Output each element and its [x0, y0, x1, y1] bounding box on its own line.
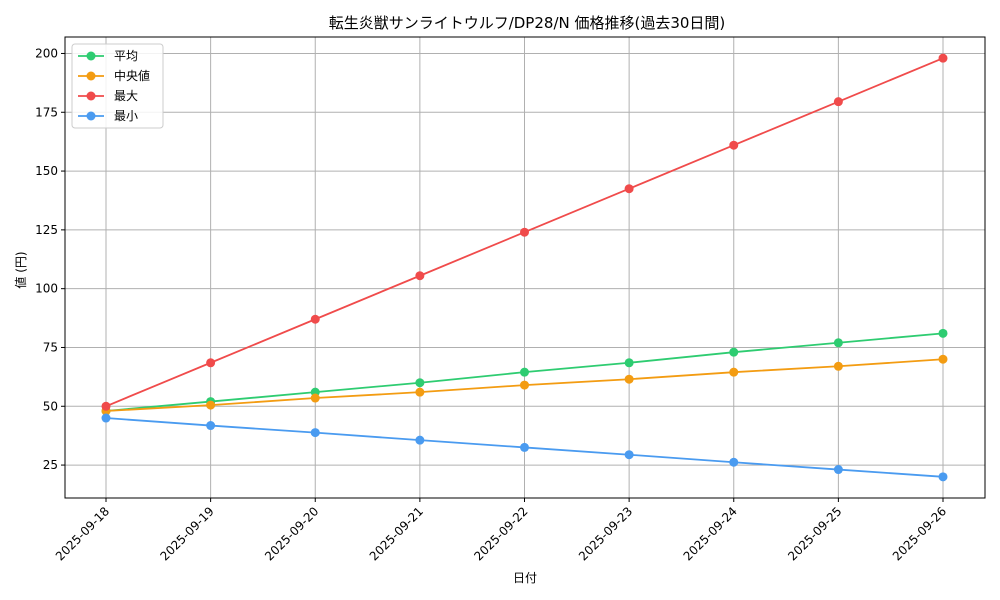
- legend-swatch-marker: [86, 51, 96, 61]
- x-tick-label: 2025-09-26: [890, 504, 949, 563]
- data-point: [938, 472, 948, 482]
- x-axis-ticks: 2025-09-18 2025-09-19 2025-09-20 2025-09-21…: [53, 498, 949, 563]
- data-point: [520, 227, 529, 237]
- data-point: [520, 442, 529, 452]
- y-tick-label: 200: [35, 46, 58, 60]
- data-point: [729, 140, 739, 150]
- data-point: [624, 358, 634, 368]
- y-tick-label: 75: [43, 340, 58, 354]
- y-tick-label: 175: [35, 105, 58, 119]
- series-中央値: [101, 354, 948, 416]
- data-point: [101, 413, 111, 423]
- data-point: [206, 400, 216, 410]
- legend-swatch-marker: [86, 111, 96, 121]
- data-point: [833, 338, 843, 348]
- x-axis-label: 日付: [513, 571, 537, 585]
- data-point: [729, 347, 739, 357]
- data-point: [101, 401, 111, 411]
- y-tick-label: 150: [35, 164, 58, 178]
- legend-swatch-marker: [86, 71, 96, 81]
- data-point: [520, 367, 529, 377]
- data-point: [624, 184, 634, 194]
- grid-lines: [65, 37, 985, 498]
- x-tick-label: 2025-09-18: [53, 504, 112, 563]
- series-最大: [101, 53, 948, 411]
- y-tick-label: 50: [43, 399, 58, 413]
- data-series: [101, 53, 948, 482]
- data-point: [310, 428, 320, 438]
- data-point: [938, 354, 948, 364]
- data-point: [624, 374, 634, 384]
- x-tick-label: 2025-09-24: [681, 504, 740, 563]
- x-tick-label: 2025-09-23: [576, 504, 635, 563]
- y-axis-ticks: 25 50 75 100 125 150 175 200: [35, 46, 65, 472]
- data-point: [310, 393, 320, 403]
- data-point: [415, 435, 425, 445]
- y-tick-label: 25: [43, 458, 58, 472]
- x-tick-label: 2025-09-21: [367, 504, 426, 563]
- data-point: [415, 378, 425, 388]
- legend-swatch-marker: [86, 91, 96, 101]
- data-point: [624, 450, 634, 460]
- data-point: [833, 97, 843, 107]
- y-tick-label: 100: [35, 282, 58, 296]
- x-tick-label: 2025-09-22: [471, 504, 530, 563]
- data-point: [520, 380, 529, 390]
- chart-title: 転生炎獣サンライトウルフ/DP28/N 価格推移(過去30日間): [329, 14, 726, 32]
- x-tick-label: 2025-09-25: [785, 504, 844, 563]
- legend-label: 最大: [114, 89, 138, 103]
- data-point: [729, 367, 739, 377]
- y-axis-label: 値 (円): [13, 251, 28, 288]
- data-point: [415, 271, 425, 281]
- legend-label: 最小: [114, 109, 138, 123]
- series-最小: [101, 413, 948, 482]
- data-point: [729, 457, 739, 467]
- y-tick-label: 125: [35, 223, 58, 237]
- x-tick-label: 2025-09-20: [262, 504, 321, 563]
- data-point: [310, 314, 320, 324]
- legend-label: 中央値: [114, 68, 150, 83]
- x-tick-label: 2025-09-19: [158, 504, 217, 563]
- data-point: [833, 361, 843, 371]
- data-point: [415, 387, 425, 397]
- data-point: [833, 465, 843, 475]
- legend-label: 平均: [114, 49, 138, 63]
- data-point: [938, 53, 948, 63]
- data-point: [938, 328, 948, 338]
- data-point: [206, 358, 216, 368]
- data-point: [206, 421, 216, 431]
- legend-box: [71, 43, 164, 129]
